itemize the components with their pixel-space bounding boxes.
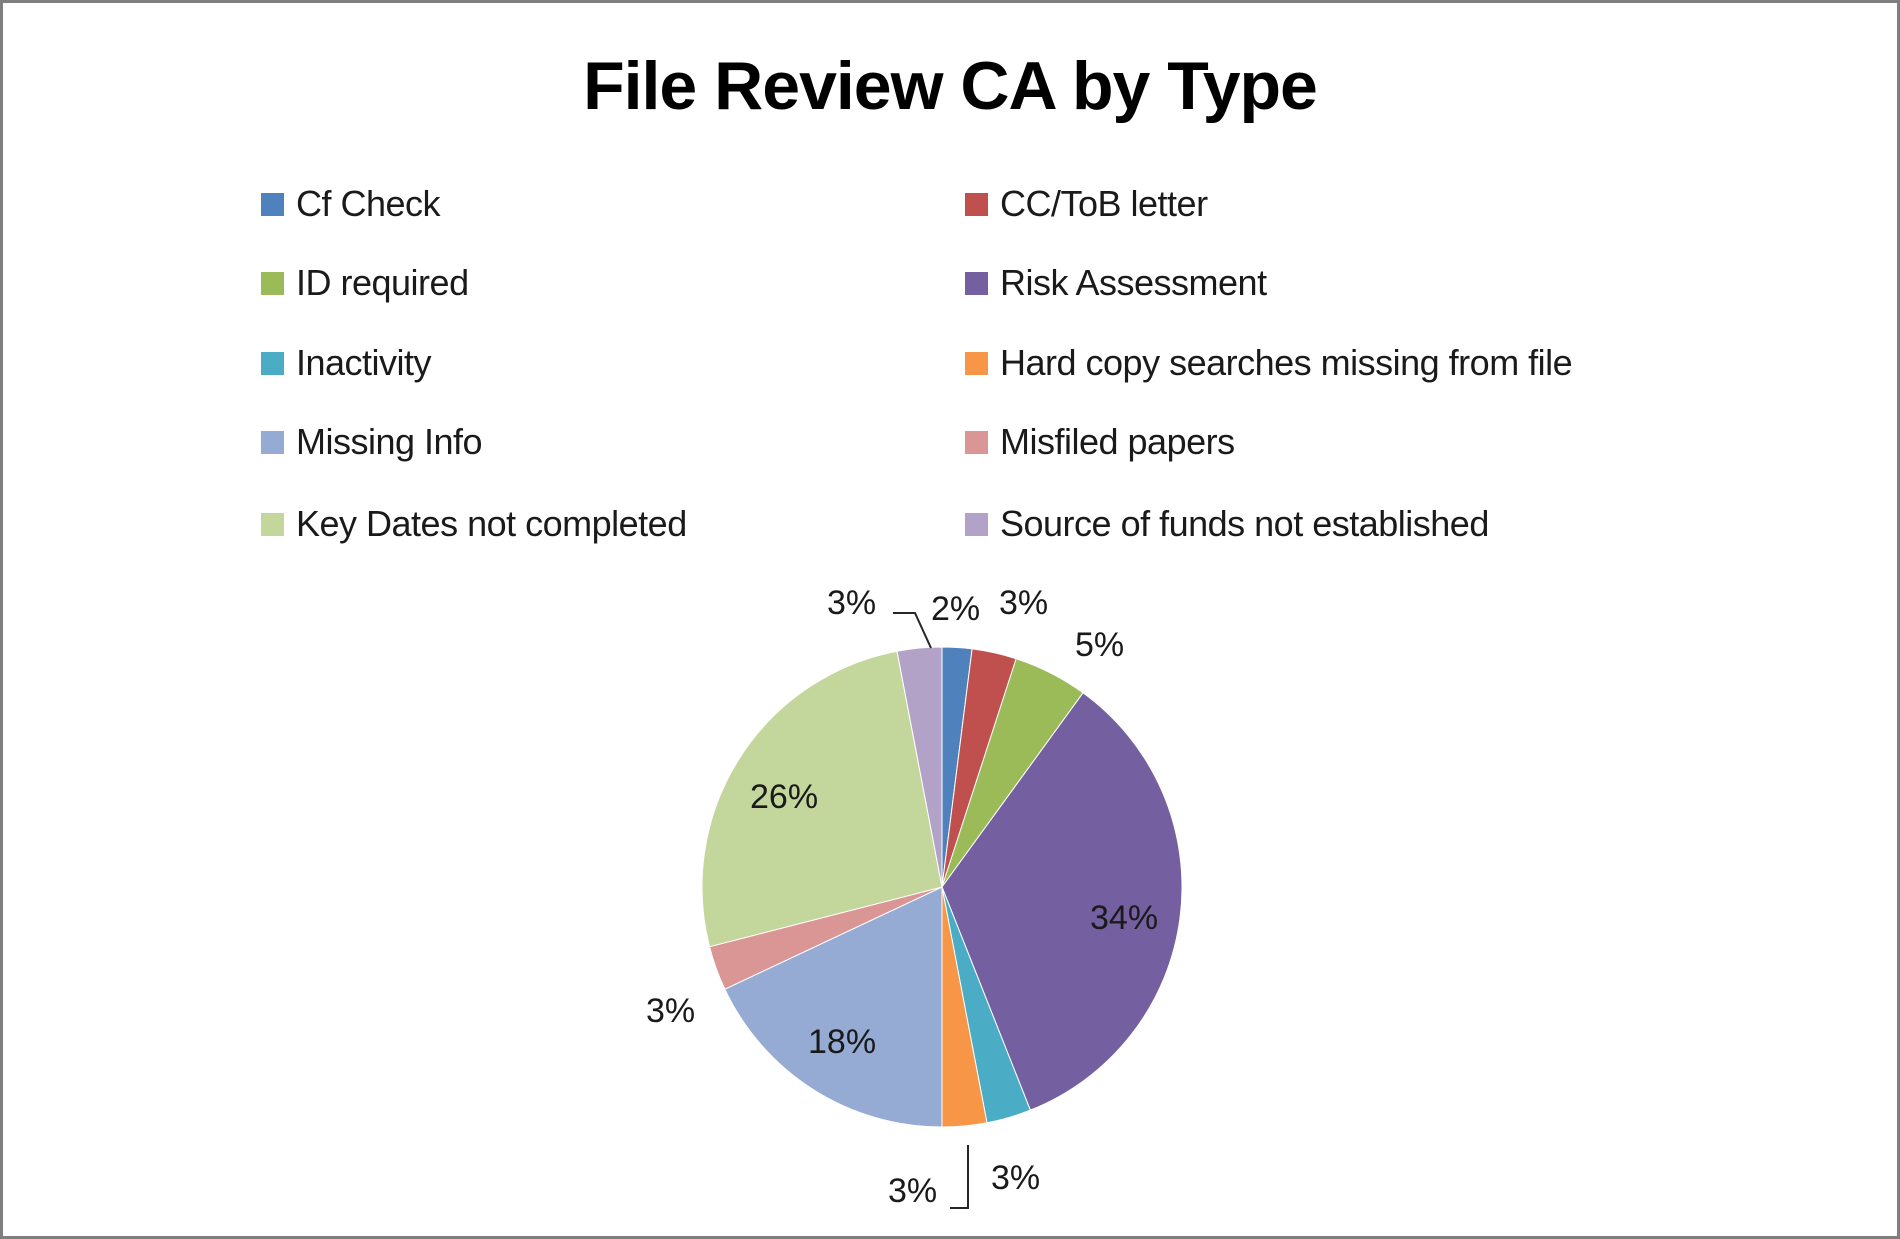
legend-swatch <box>965 271 988 295</box>
legend-item-missing-info: Missing Info <box>261 421 483 462</box>
legend-swatch <box>261 430 284 454</box>
legend-swatch <box>965 351 988 375</box>
data-label-hard-copy: 3% <box>888 1172 938 1210</box>
legend-swatch <box>261 271 284 295</box>
chart-title: File Review CA by Type <box>583 48 1318 124</box>
data-label-risk-assessment: 34% <box>1090 899 1159 937</box>
data-label-cc-tob-letter: 3% <box>999 584 1049 622</box>
legend-swatch <box>965 430 988 454</box>
pie-slice-source-of-funds-not-established <box>896 646 943 888</box>
legend-label: Cf Check <box>296 183 441 224</box>
pie-slice-key-dates-not-completed <box>701 650 943 948</box>
legend-label: Missing Info <box>296 421 483 462</box>
legend-label: CC/ToB letter <box>1000 183 1208 224</box>
legend-item-misfiled-papers: Misfiled papers <box>965 422 1235 462</box>
data-label-cf-check: 2% <box>931 590 981 628</box>
legend-item-inactivity: Inactivity <box>261 342 432 383</box>
legend-swatch <box>261 192 284 216</box>
legend-label: Key Dates not completed <box>296 503 687 544</box>
legend-swatch <box>965 192 988 216</box>
leader-line-hard-copy <box>950 1145 969 1209</box>
legend-label: Inactivity <box>296 342 432 383</box>
leader-line-source-of-funds <box>893 612 932 649</box>
pie-slices <box>701 646 1183 1128</box>
legend-item-cf-check: Cf Check <box>261 183 441 224</box>
legend-item-risk-assessment: Risk Assessment <box>965 263 1267 303</box>
data-label-inactivity: 3% <box>991 1159 1041 1197</box>
legend-label: Hard copy searches missing from file <box>1000 342 1573 383</box>
data-label-source-of-funds: 3% <box>827 584 877 622</box>
legend-item-key-dates: Key Dates not completed <box>261 504 687 544</box>
legend-item-cc-tob-letter: CC/ToB letter <box>965 184 1208 224</box>
legend-item-hard-copy-searches: Hard copy searches missing from file <box>965 342 1573 383</box>
legend-swatch <box>261 351 284 375</box>
data-label-misfiled-papers: 3% <box>646 992 696 1030</box>
pie-slice-risk-assessment <box>941 692 1183 1111</box>
legend-label: Source of funds not established <box>1000 503 1489 544</box>
legend-label: Risk Assessment <box>1000 262 1267 303</box>
legend-swatch <box>261 512 284 536</box>
data-label-missing-info: 18% <box>808 1023 877 1061</box>
data-label-id-required: 5% <box>1075 626 1125 664</box>
legend-item-id-required: ID required <box>261 263 469 303</box>
legend-item-source-of-funds: Source of funds not established <box>965 504 1489 544</box>
data-label-key-dates: 26% <box>750 778 819 816</box>
legend-swatch <box>965 512 988 536</box>
legend-label: Misfiled papers <box>1000 421 1235 462</box>
legend-label: ID required <box>296 262 469 303</box>
pie-slice-missing-info <box>724 886 943 1128</box>
